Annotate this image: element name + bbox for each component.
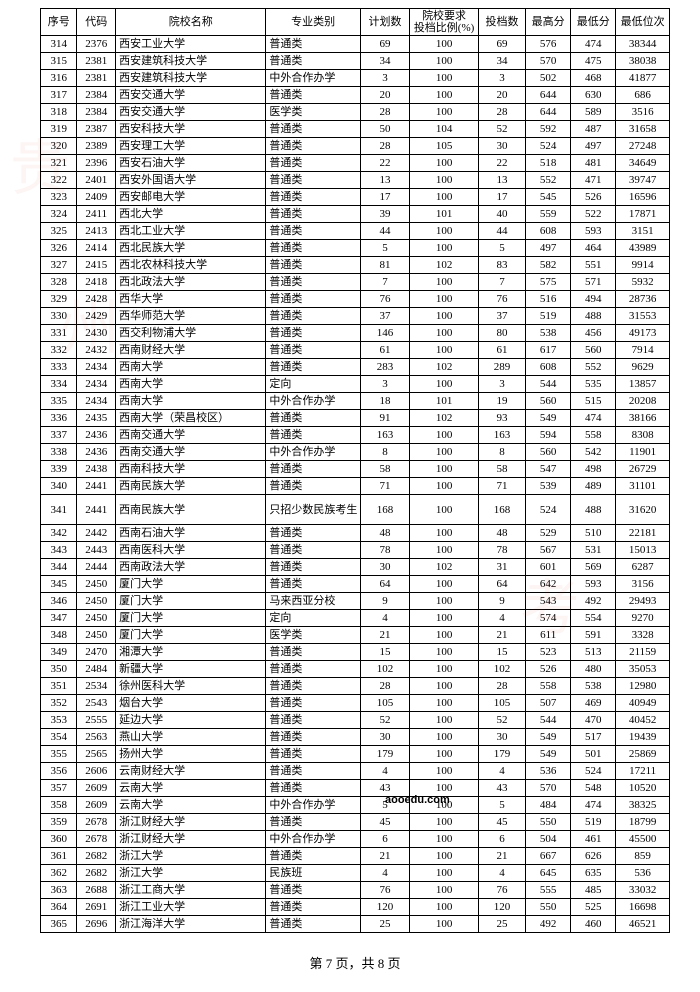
table-row: 3532555延边大学普通类521005254447040452: [41, 712, 670, 729]
table-row: 3232409西安邮电大学普通类171001754552616596: [41, 189, 670, 206]
table-row: 3312430西交利物浦大学普通类1461008053845649173: [41, 325, 670, 342]
table-row: 3432443西南医科大学普通类781007856753115013: [41, 542, 670, 559]
table-row: 3562606云南财经大学普通类4100453652417211: [41, 763, 670, 780]
table-row: 3282418西北政法大学普通类710075755715932: [41, 274, 670, 291]
table-row: 3292428西华大学普通类761007651649428736: [41, 291, 670, 308]
table-row: 3412441西南民族大学只招少数民族考生1681001685244883162…: [41, 495, 670, 525]
table-row: 3192387西安科技大学普通类501045259248731658: [41, 121, 670, 138]
table-row: 3502484新疆大学普通类10210010252648035053: [41, 661, 670, 678]
col-header: 院校名称: [116, 9, 266, 36]
table-row: 3262414西北民族大学普通类5100549746443989: [41, 240, 670, 257]
col-header: 投档数: [478, 9, 525, 36]
col-header: 最低分: [571, 9, 616, 36]
col-header: 序号: [41, 9, 77, 36]
admissions-table: 序号代码院校名称专业类别计划数院校要求投档比例(%)投档数最高分最低分最低位次 …: [40, 8, 670, 933]
table-row: 3482450厦门大学医学类21100216115913328: [41, 627, 670, 644]
table-header-row: 序号代码院校名称专业类别计划数院校要求投档比例(%)投档数最高分最低分最低位次: [41, 9, 670, 36]
col-header: 最低位次: [616, 9, 670, 36]
table-row: 3222401西安外国语大学普通类131001355247139747: [41, 172, 670, 189]
table-row: 3362435西南大学（荣昌校区）普通类911029354947438166: [41, 410, 670, 427]
table-row: 3492470湘潭大学普通类151001552351321159: [41, 644, 670, 661]
page-footer: 第 7 页，共 8 页: [40, 953, 670, 972]
table-row: 3472450厦门大学定向410045745549270: [41, 610, 670, 627]
table-body: 3142376西安工业大学普通类691006957647438344315238…: [41, 36, 670, 933]
table-row: 3542563燕山大学普通类301003054951719439: [41, 729, 670, 746]
table-row: 3272415西北农林科技大学普通类81102835825519914: [41, 257, 670, 274]
table-row: 3342434西南大学定向3100354453513857: [41, 376, 670, 393]
table-row: 3252413西北工业大学普通类44100446085933151: [41, 223, 670, 240]
table-row: 3612682浙江大学普通类2110021667626859: [41, 848, 670, 865]
table-row: 3202389西安理工大学普通类281053052449727248: [41, 138, 670, 155]
table-row: 3622682浙江大学民族班41004645635536: [41, 865, 670, 882]
col-header: 最高分: [526, 9, 571, 36]
col-header: 专业类别: [266, 9, 360, 36]
col-header: 院校要求投档比例(%): [410, 9, 479, 36]
table-row: 3152381西安建筑科技大学普通类341003457047538038: [41, 53, 670, 70]
table-row: 3352434西南大学中外合作办学181011956051520208: [41, 393, 670, 410]
col-header: 计划数: [360, 9, 409, 36]
table-row: 3522543烟台大学普通类10510010550746940949: [41, 695, 670, 712]
table-row: 3382436西南交通大学中外合作办学8100856054211901: [41, 444, 670, 461]
page-container: 贵 州 考 序号代码院校名称专业类别计划数院校要求投档比例(%)投档数最高分最低…: [0, 0, 700, 992]
table-row: 3442444西南政法大学普通类30102316015696287: [41, 559, 670, 576]
table-row: 3392438西南科技大学普通类581005854749826729: [41, 461, 670, 478]
table-row: 3632688浙江工商大学普通类761007655548533032: [41, 882, 670, 899]
table-row: 3582609云南大学中外合作办学5100548447438325: [41, 797, 670, 814]
table-row: 3322432西南财经大学普通类61100616175607914: [41, 342, 670, 359]
table-row: 3242411西北大学普通类391014055952217871: [41, 206, 670, 223]
table-row: 3512534徐州医科大学普通类281002855853812980: [41, 678, 670, 695]
table-row: 3162381西安建筑科技大学中外合作办学3100350246841877: [41, 70, 670, 87]
table-row: 3402441西南民族大学普通类711007153948931101: [41, 478, 670, 495]
table-row: 3642691浙江工业大学普通类12010012055052516698: [41, 899, 670, 916]
table-row: 3302429西华师范大学普通类371003751948831553: [41, 308, 670, 325]
table-row: 3452450厦门大学普通类64100646425933156: [41, 576, 670, 593]
table-row: 3172384西安交通大学普通类2010020644630686: [41, 87, 670, 104]
table-row: 3142376西安工业大学普通类691006957647438344: [41, 36, 670, 53]
table-row: 3332434西南大学普通类2831022896085529629: [41, 359, 670, 376]
table-row: 3602678浙江财经大学中外合作办学6100650446145500: [41, 831, 670, 848]
table-row: 3422442西南石油大学普通类481004852951022181: [41, 525, 670, 542]
table-row: 3212396西安石油大学普通类221002251848134649: [41, 155, 670, 172]
col-header: 代码: [77, 9, 116, 36]
table-row: 3592678浙江财经大学普通类451004555051918799: [41, 814, 670, 831]
table-row: 3652696浙江海洋大学普通类251002549246046521: [41, 916, 670, 933]
table-row: 3572609云南大学普通类431004357054810520: [41, 780, 670, 797]
table-row: 3372436西南交通大学普通类1631001635945588308: [41, 427, 670, 444]
table-row: 3462450厦门大学马来西亚分校9100954349229493: [41, 593, 670, 610]
table-row: 3552565扬州大学普通类17910017954950125869: [41, 746, 670, 763]
table-row: 3182384西安交通大学医学类28100286445893516: [41, 104, 670, 121]
